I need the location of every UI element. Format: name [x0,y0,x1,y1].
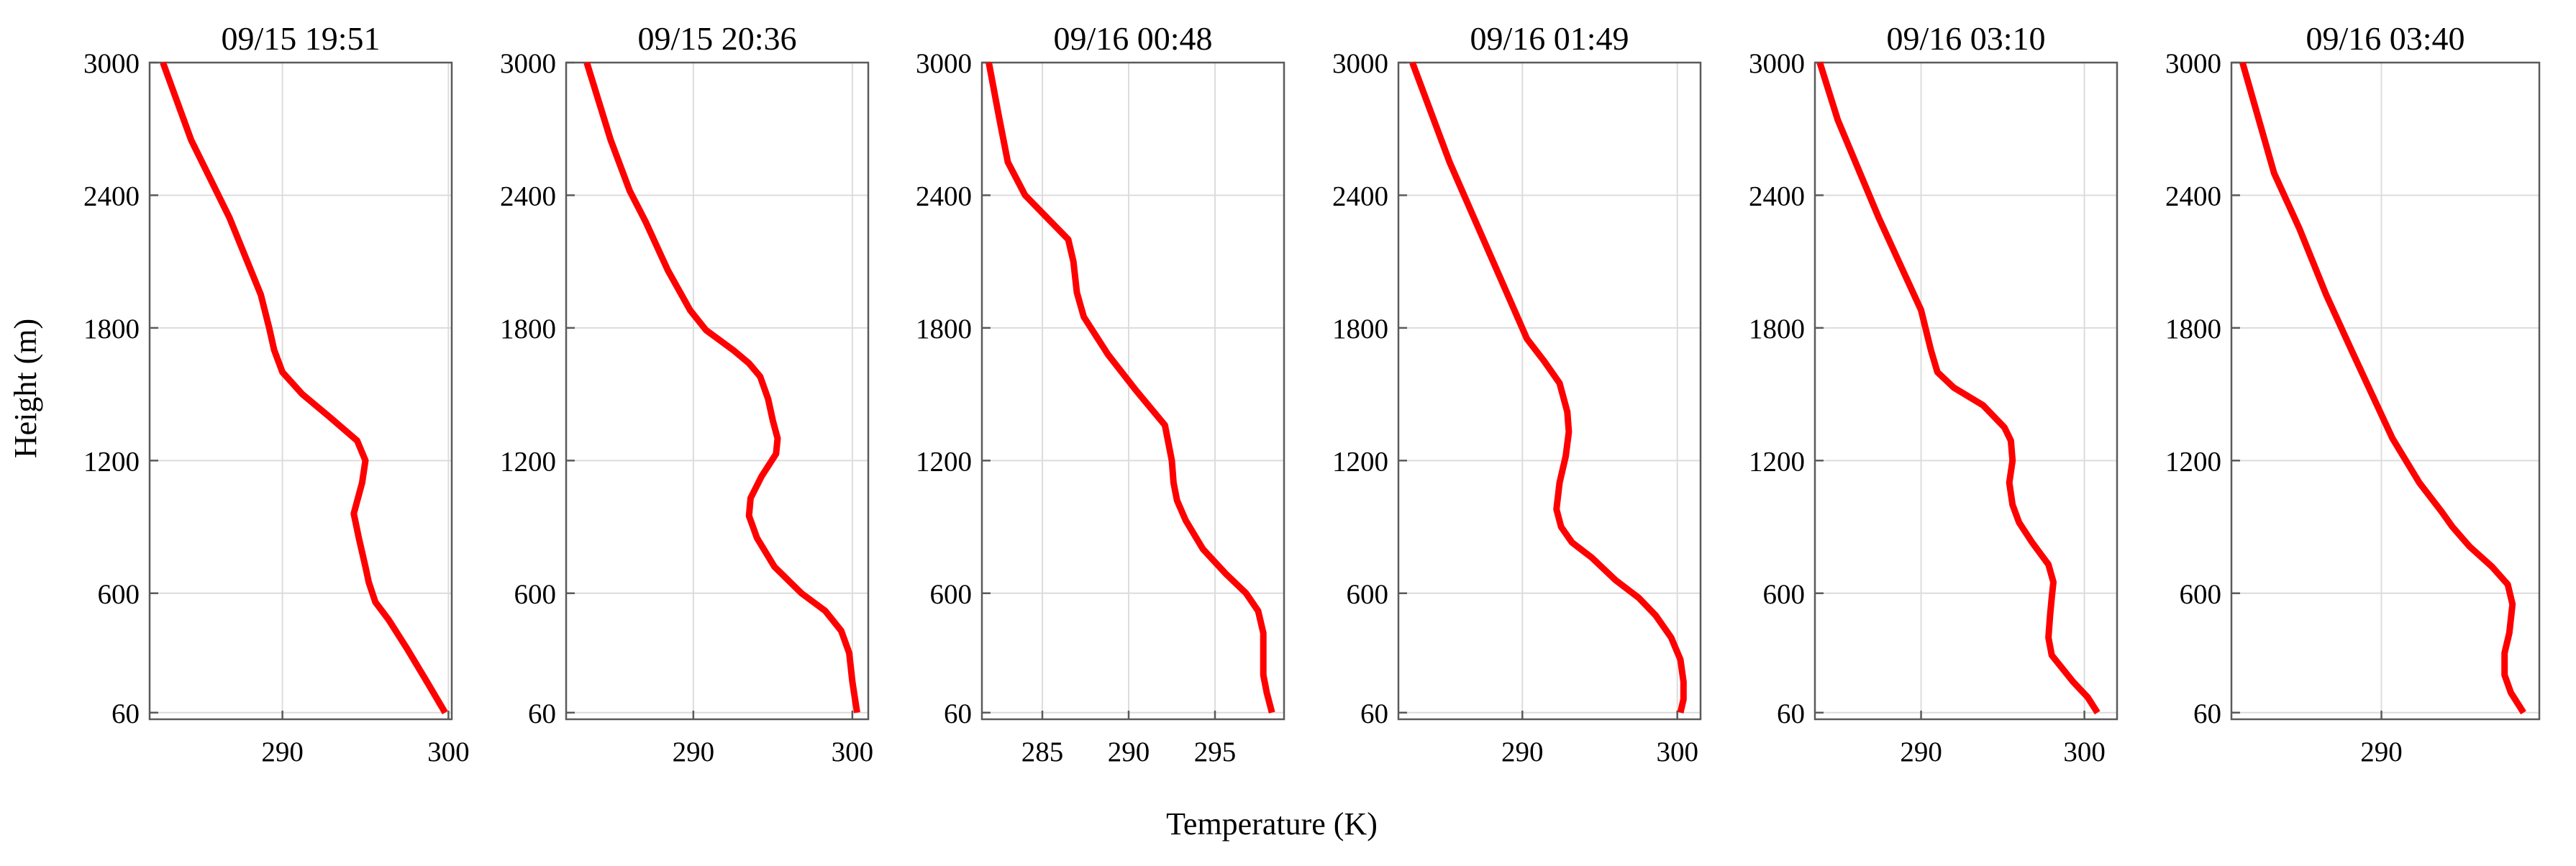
x-tick-label: 290 [673,737,715,767]
panel-5: 290 300 60 600 1200 1800 2400 3000 09/16 03:10 [1749,20,2118,767]
panel-4: 290 300 60 600 1200 1800 2400 3000 09/16 01:49 [1332,20,1702,767]
y-tick-label: 3000 [500,48,556,79]
temperature-profile-line [583,61,860,714]
y-tick-label: 600 [1763,579,1806,610]
panel-title: 09/15 20:36 [637,20,796,57]
figure-y-axis-label: Height (m) [8,319,43,458]
plot-frame [980,61,1285,721]
panel-6: 290 60 600 1200 1800 2400 3000 09/16 03:40 [2165,20,2541,767]
x-tick-label: 290 [2360,737,2403,767]
y-tick-label: 2400 [83,181,140,211]
y-tick-label: 1200 [1749,446,1805,477]
panel-title: 09/16 03:10 [1886,20,2045,57]
panel-2: 290 300 60 600 1200 1800 2400 3000 09/15 20:36 [500,20,873,767]
y-tick-label: 1200 [916,446,972,477]
x-tick-label: 290 [1501,737,1544,767]
panel-title: 09/16 03:40 [2306,20,2465,57]
x-tick-label: 290 [1900,737,1942,767]
x-tick-label: 300 [2063,737,2106,767]
temperature-profile-line [986,62,1275,714]
y-tick-label: 3000 [916,48,972,79]
y-tick-label: 1800 [500,314,556,345]
y-tick-label: 3000 [1332,48,1388,79]
panel-3: 285 290 295 60 600 1200 1800 2400 3000 09/16 00:4… [916,20,1285,767]
y-tick-label: 1800 [2165,314,2221,345]
temperature-profile-line [2239,61,2526,715]
y-tick-label: 2400 [1749,181,1805,211]
y-tick-label: 60 [2193,698,2221,729]
y-tick-label: 1200 [2165,446,2221,477]
y-tick-label: 1800 [1332,314,1388,345]
y-tick-label: 600 [930,579,973,610]
y-tick-label: 2400 [500,181,556,211]
y-tick-label: 1200 [1332,446,1388,477]
x-tick-label: 290 [261,737,304,767]
panel-1: 290 300 60 600 1200 1800 2400 3000 09/15 19:51 [83,20,470,767]
y-tick-label: 60 [1777,698,1805,729]
panel-title: 09/16 00:48 [1053,20,1212,57]
y-tick-label: 1800 [1749,314,1805,345]
plot-frame [2230,61,2541,721]
figure-x-axis-label: Temperature (K) [1166,806,1378,842]
plot-frame [565,61,870,721]
y-tick-label: 60 [528,698,556,729]
x-tick-label: 300 [427,737,470,767]
x-tick-label: 300 [1656,737,1698,767]
y-tick-label: 600 [2180,579,2222,610]
x-tick-label: 300 [832,737,874,767]
y-tick-label: 2400 [2165,181,2221,211]
plot-frame [1397,61,1702,721]
plot-frame [1813,61,2118,721]
y-tick-label: 1200 [83,446,140,477]
plot-frame [148,61,453,721]
y-tick-label: 1200 [500,446,556,477]
y-tick-label: 2400 [1332,181,1388,211]
y-tick-label: 600 [1347,579,1389,610]
panel-title: 09/15 19:51 [221,20,380,57]
y-tick-label: 60 [111,698,140,729]
x-tick-label: 295 [1194,737,1237,767]
temperature-profile-line [160,61,448,715]
x-tick-label: 290 [1108,737,1150,767]
panel-title: 09/16 01:49 [1470,20,1629,57]
temperature-profile-line [1816,61,2101,715]
y-tick-label: 60 [1360,698,1388,729]
temperature-profile-line [1409,61,1687,714]
y-tick-label: 3000 [1749,48,1805,79]
y-tick-label: 600 [98,579,140,610]
y-tick-label: 3000 [83,48,140,79]
x-tick-label: 285 [1021,737,1064,767]
y-tick-label: 2400 [916,181,972,211]
y-tick-label: 600 [514,579,557,610]
y-tick-label: 3000 [2165,48,2221,79]
y-tick-label: 1800 [916,314,972,345]
y-tick-label: 60 [944,698,972,729]
y-tick-label: 1800 [83,314,140,345]
